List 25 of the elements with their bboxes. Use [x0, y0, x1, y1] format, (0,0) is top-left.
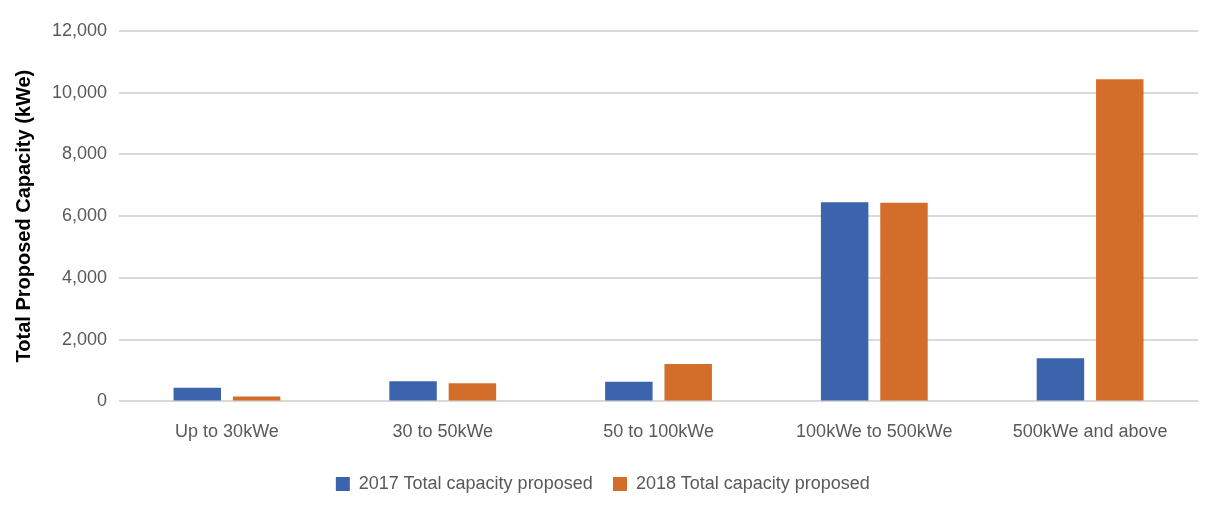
bar: [605, 381, 653, 401]
y-tick-label: 8,000: [62, 143, 108, 164]
x-tick-label: 500kWe and above: [1012, 421, 1168, 442]
bar: [448, 383, 497, 401]
x-tick-label: 30 to 50kWe: [392, 421, 494, 442]
bar: [880, 202, 928, 401]
legend-label: 2017 Total capacity proposed: [358, 472, 593, 493]
x-tick-label: 100kWe to 500kWe: [796, 421, 953, 442]
y-tick-label: 4,000: [62, 266, 108, 287]
bar: [389, 381, 437, 401]
y-tick-label: 12,000: [51, 19, 108, 40]
bar: [1096, 79, 1144, 401]
bar: [232, 396, 281, 401]
bar: [1036, 358, 1085, 401]
bar: [664, 364, 712, 401]
bar: [820, 202, 869, 401]
y-axis-title: Total Proposed Capacity (kWe): [11, 69, 34, 363]
bar: [173, 387, 222, 401]
legend-label: 2018 Total capacity proposed: [636, 472, 870, 493]
y-tick-label: 2,000: [62, 328, 108, 349]
x-tick-label: 50 to 100kWe: [603, 421, 714, 442]
x-tick-label: Up to 30kWe: [175, 421, 279, 442]
y-tick-label: 0: [97, 390, 108, 411]
y-tick-label: 6,000: [62, 205, 108, 226]
y-tick-label: 10,000: [51, 81, 108, 102]
